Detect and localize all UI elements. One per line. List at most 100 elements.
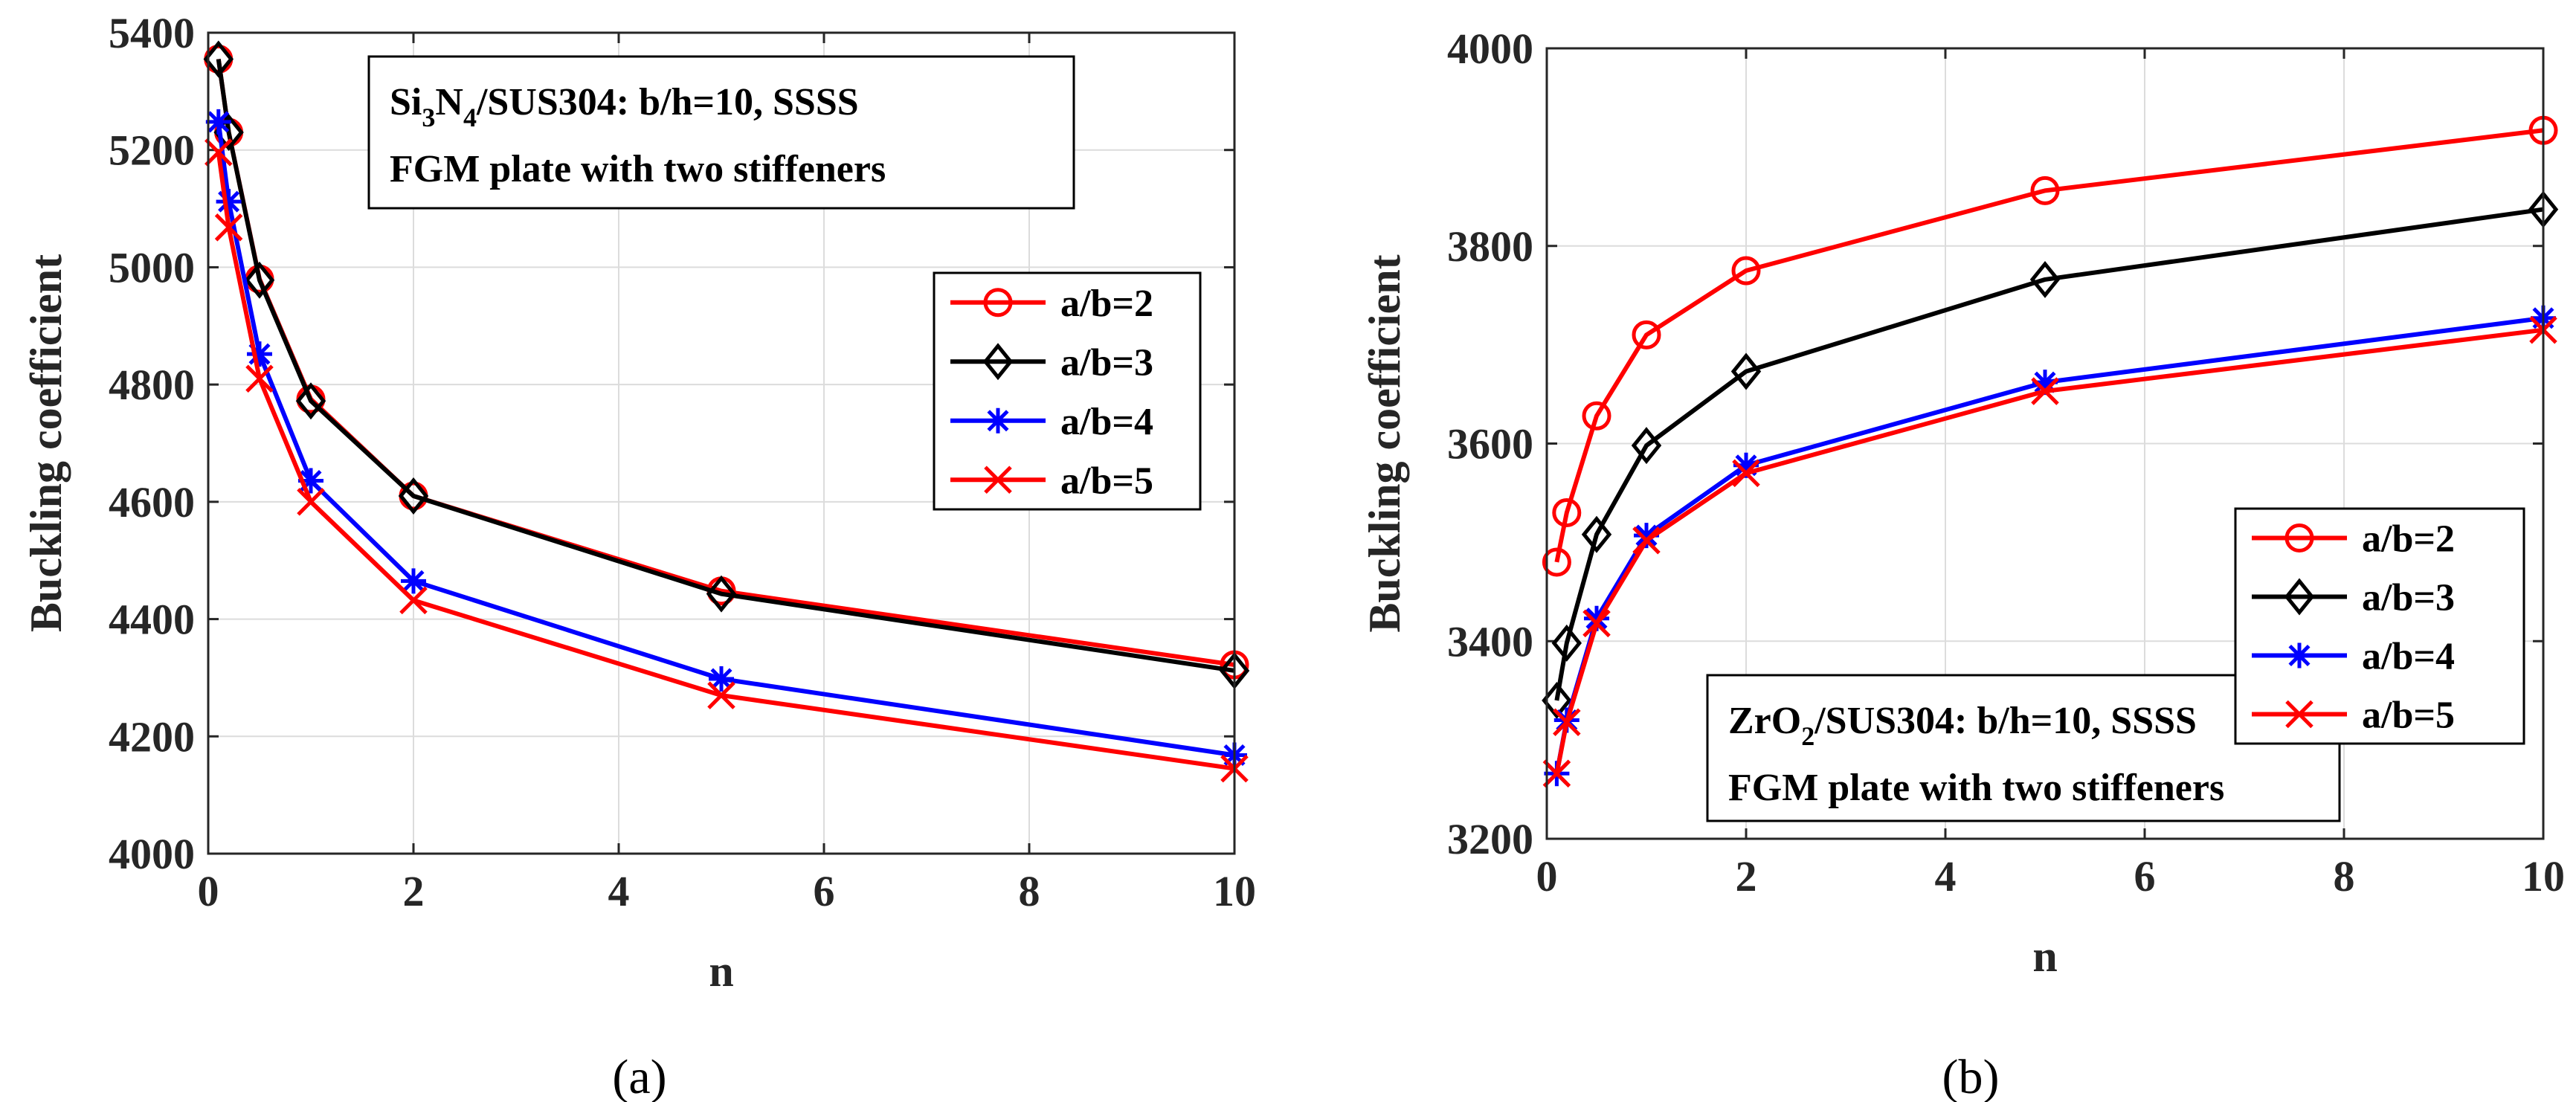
x-tick-label: 8 <box>1019 867 1040 915</box>
annotation-frame <box>1706 674 2341 822</box>
x-tick-label: 6 <box>814 867 835 915</box>
legend-label: a/b=4 <box>2362 636 2455 678</box>
data-point <box>1542 682 1572 719</box>
x-tick-label: 2 <box>403 867 425 915</box>
data-point <box>398 477 429 515</box>
data-point <box>245 364 274 393</box>
series-line <box>1554 207 2544 701</box>
y-tick-label: 4400 <box>109 596 195 644</box>
annotation-box: ZrO2/SUS304: b/h=10, SSSS FGM plate with … <box>1706 674 2341 822</box>
data-point <box>216 189 242 215</box>
x-tick-label: 10 <box>1213 867 1256 915</box>
x-tick-label: 4 <box>1935 852 1957 900</box>
annotation-line-1: ZrO2/SUS304: b/h=10, SSSS <box>1728 700 2197 751</box>
data-point <box>2032 370 2058 396</box>
chart-1: 0 2 4 6 8 10 4000 4200 4400 4600 4800 5000 5200 5400 n… <box>22 9 1256 1102</box>
x-tick-label: 6 <box>2134 852 2156 900</box>
data-point <box>399 586 428 615</box>
x-tick-label: 8 <box>2334 852 2355 900</box>
data-point <box>709 666 734 692</box>
y-tick-label: 4000 <box>109 830 195 878</box>
series-a/b=3 <box>203 40 1250 689</box>
axes-frame <box>1545 47 2545 840</box>
legend-label: a/b=3 <box>2362 577 2455 619</box>
data-point <box>1582 609 1611 638</box>
axes-frame <box>207 31 1236 855</box>
y-tick-label: 3600 <box>1447 420 1533 468</box>
x-axis-label: n <box>2032 932 2057 981</box>
x-axis-label: n <box>709 947 733 996</box>
data-point <box>298 468 323 494</box>
legend-marker <box>2287 642 2312 668</box>
x-tick-label: 2 <box>1736 852 1757 900</box>
annotation-line-1: Si3N4/SUS304: b/h=10, SSSS <box>390 81 859 132</box>
data-point <box>1733 452 1759 478</box>
data-point <box>2031 377 2059 405</box>
y-tick-label: 4600 <box>109 478 195 526</box>
y-tick-label: 3800 <box>1447 222 1533 271</box>
x-tick-label: 0 <box>198 867 219 915</box>
legend-marker <box>2284 523 2314 552</box>
data-point <box>205 109 231 135</box>
data-point <box>247 341 272 367</box>
legend-marker <box>982 343 1014 381</box>
panel-caption: (b) <box>1942 1050 2000 1102</box>
data-point <box>203 40 234 78</box>
series-line <box>1554 128 2544 563</box>
data-point <box>244 261 275 299</box>
data-point <box>1552 498 1582 528</box>
series-line <box>216 59 1235 673</box>
annotation-frame <box>367 55 1075 210</box>
annotation-line-2: FGM plate with two stiffeners <box>390 148 886 190</box>
data-point <box>1581 515 1612 553</box>
legend-label: a/b=5 <box>2362 695 2455 737</box>
data-point <box>1542 759 1571 788</box>
legend-marker <box>983 288 1013 318</box>
legend-marker <box>2284 578 2315 616</box>
data-point <box>297 488 325 516</box>
data-point <box>1553 708 1581 736</box>
legend-marker <box>984 465 1012 494</box>
data-point <box>706 575 737 613</box>
data-point <box>205 138 233 167</box>
y-axis-label: Buckling coefficient <box>1360 254 1409 632</box>
data-point <box>1731 256 1761 286</box>
y-tick-label: 3200 <box>1447 815 1533 863</box>
data-point <box>1632 526 1661 555</box>
data-point <box>1584 605 1609 631</box>
y-tick-label: 5000 <box>109 243 195 291</box>
panel-caption: (a) <box>612 1050 666 1102</box>
annotation-line-2: FGM plate with two stiffeners <box>1728 767 2224 809</box>
chart-2: 0 2 4 6 8 10 3200 3400 3600 3800 4000 n Buckling coe… <box>1360 25 2565 1102</box>
legend-marker <box>985 407 1011 434</box>
data-point <box>707 681 735 709</box>
data-point <box>214 213 243 242</box>
y-tick-label: 4800 <box>109 361 195 409</box>
legend: a/b=2 a/b=3 a/b=4 a/b=5 <box>933 271 1202 511</box>
legend-label: a/b=5 <box>1060 460 1153 502</box>
legend: a/b=2 a/b=3 a/b=4 a/b=5 <box>2234 507 2525 745</box>
data-point <box>1634 523 1659 549</box>
y-tick-label: 5200 <box>109 126 195 175</box>
data-point <box>401 568 426 594</box>
annotation-box: Si3N4/SUS304: b/h=10, SSSS FGM plate with… <box>367 55 1075 210</box>
data-point <box>2029 260 2061 298</box>
x-tick-label: 4 <box>608 867 630 915</box>
data-point <box>1631 427 1662 465</box>
data-point <box>1582 401 1611 431</box>
series-a/b=3 <box>1542 190 2559 719</box>
data-point <box>1730 352 1762 390</box>
data-point <box>1632 320 1661 349</box>
legend-frame <box>2234 507 2525 745</box>
legend-label: a/b=2 <box>2362 518 2455 561</box>
x-tick-label: 0 <box>1536 852 1558 900</box>
legend-label: a/b=3 <box>1060 341 1153 384</box>
y-tick-label: 4200 <box>109 712 195 761</box>
legend-label: a/b=2 <box>1060 283 1153 325</box>
y-tick-label: 5400 <box>109 9 195 57</box>
legend-frame <box>933 271 1202 511</box>
legend-label: a/b=4 <box>1060 401 1153 443</box>
y-tick-label: 4000 <box>1447 25 1533 73</box>
x-tick-label: 10 <box>2522 852 2565 900</box>
